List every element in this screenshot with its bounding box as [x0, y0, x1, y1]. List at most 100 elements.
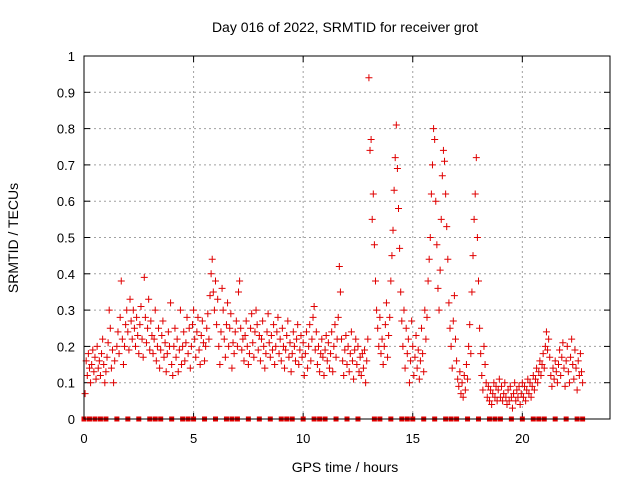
- data-point: [374, 324, 382, 332]
- data-point: [409, 342, 417, 350]
- data-point: [435, 306, 443, 314]
- data-point: [94, 364, 102, 372]
- data-point: [233, 342, 241, 350]
- data-point: [377, 350, 385, 358]
- data-point: [297, 332, 305, 340]
- grid: [84, 56, 610, 419]
- data-point: [173, 335, 181, 343]
- data-point: [388, 252, 396, 260]
- data-point: [153, 342, 161, 350]
- data-point: [549, 364, 557, 372]
- data-point: [119, 361, 127, 369]
- data-point: [557, 371, 565, 379]
- data-point: [445, 299, 453, 307]
- data-point: [193, 328, 201, 336]
- data-point: [336, 288, 344, 296]
- data-point: [323, 357, 331, 365]
- data-point: [476, 324, 484, 332]
- data-point: [118, 335, 126, 343]
- data-point: [90, 368, 98, 376]
- data-point: [133, 313, 141, 321]
- data-point: [307, 357, 315, 365]
- y-tick-label: 0.9: [57, 85, 75, 100]
- data-point: [495, 375, 503, 383]
- data-point: [196, 361, 204, 369]
- data-point: [558, 353, 566, 361]
- data-point: [155, 324, 163, 332]
- chart-title: Day 016 of 2022, SRMTID for receiver gro…: [212, 19, 478, 35]
- data-point: [139, 353, 147, 361]
- data-point: [122, 321, 130, 329]
- data-point: [339, 357, 347, 365]
- data-point: [334, 313, 342, 321]
- data-point: [218, 284, 226, 292]
- data-point: [197, 332, 205, 340]
- data-point: [217, 328, 225, 336]
- data-point: [541, 342, 549, 350]
- data-point: [242, 317, 250, 325]
- data-point: [320, 371, 328, 379]
- data-point: [389, 226, 397, 234]
- data-point: [159, 317, 167, 325]
- data-point: [270, 321, 278, 329]
- data-point: [113, 342, 121, 350]
- data-point: [160, 353, 168, 361]
- data-point: [121, 342, 129, 350]
- data-point: [98, 350, 106, 358]
- data-point: [265, 339, 273, 347]
- data-point: [274, 313, 282, 321]
- data-point: [379, 361, 387, 369]
- data-point: [136, 321, 144, 329]
- data-point: [529, 371, 537, 379]
- data-point: [567, 353, 575, 361]
- data-point: [324, 339, 332, 347]
- data-point: [478, 371, 486, 379]
- data-point: [459, 393, 467, 401]
- data-point: [230, 350, 238, 358]
- data-point: [210, 306, 218, 314]
- data-point: [579, 379, 587, 387]
- data-point: [408, 317, 416, 325]
- data-point: [174, 368, 182, 376]
- data-point: [351, 346, 359, 354]
- data-point: [182, 339, 190, 347]
- data-point: [224, 299, 232, 307]
- data-point: [261, 364, 269, 372]
- data-point: [304, 364, 312, 372]
- data-point: [215, 342, 223, 350]
- data-point: [319, 353, 327, 361]
- data-point: [506, 382, 514, 390]
- data-point: [176, 306, 184, 314]
- data-point: [538, 361, 546, 369]
- data-point: [437, 215, 445, 223]
- data-point: [249, 339, 257, 347]
- data-point: [201, 357, 209, 365]
- data-point: [302, 328, 310, 336]
- data-point: [510, 390, 518, 398]
- data-point: [125, 346, 133, 354]
- data-point: [241, 332, 249, 340]
- data-point: [299, 339, 307, 347]
- data-point: [526, 379, 534, 387]
- data-point: [101, 379, 109, 387]
- data-point: [376, 313, 384, 321]
- x-tick-label: 20: [515, 431, 529, 446]
- data-point: [226, 324, 234, 332]
- data-point: [368, 215, 376, 223]
- data-point: [519, 393, 527, 401]
- data-point: [92, 375, 100, 383]
- data-point: [373, 306, 381, 314]
- data-point: [259, 317, 267, 325]
- data-point: [357, 371, 365, 379]
- data-point: [158, 332, 166, 340]
- data-point: [398, 317, 406, 325]
- data-point: [552, 368, 560, 376]
- data-point: [100, 361, 108, 369]
- data-point: [275, 350, 283, 358]
- data-point: [108, 346, 116, 354]
- data-point: [140, 273, 148, 281]
- data-point: [207, 270, 215, 278]
- data-point: [278, 324, 286, 332]
- data-point: [290, 342, 298, 350]
- data-point: [107, 364, 115, 372]
